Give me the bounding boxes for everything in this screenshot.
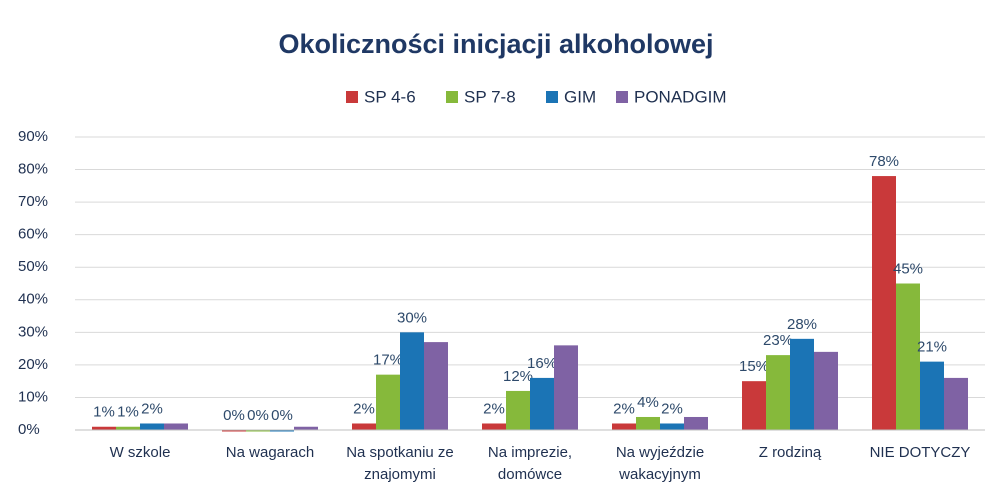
bar — [222, 430, 246, 432]
data-label: 45% — [893, 260, 923, 277]
bar — [294, 426, 318, 430]
y-tick-label: 30% — [18, 323, 48, 340]
data-label: 16% — [527, 355, 557, 372]
x-tick-label: W szkole — [109, 444, 171, 461]
bar — [246, 430, 270, 432]
data-label: 1% — [117, 404, 139, 421]
bar — [164, 423, 188, 430]
data-label: 17% — [373, 352, 403, 369]
legend-label: GIM — [564, 87, 596, 106]
x-tick-label: Na spotkaniu ze znajomymi — [346, 444, 454, 483]
data-label: 0% — [223, 407, 245, 424]
data-label: 30% — [397, 309, 427, 326]
bar — [352, 423, 376, 430]
data-label: 23% — [763, 332, 793, 349]
bar — [920, 361, 944, 430]
bar — [660, 423, 684, 430]
data-label: 2% — [483, 400, 505, 417]
x-tick-label: Na wyjeździe wakacyjnym — [615, 444, 705, 483]
y-tick-label: 0% — [18, 421, 40, 438]
y-tick-label: 10% — [18, 388, 48, 405]
bar — [424, 342, 448, 430]
bar — [790, 338, 814, 430]
bar — [742, 381, 766, 430]
chart-title: Okoliczności inicjacji alkoholowej — [278, 29, 713, 59]
bar — [506, 390, 530, 430]
data-label: 2% — [141, 400, 163, 417]
bar — [482, 423, 506, 430]
bar — [684, 416, 708, 430]
bar — [766, 355, 790, 430]
data-label: 2% — [613, 400, 635, 417]
legend-label: PONADGIM — [634, 87, 727, 106]
x-tick-label: Na imprezie, domówce — [487, 444, 573, 483]
x-tick-label: NIE DOTYCZY — [869, 444, 971, 461]
y-tick-label: 70% — [18, 193, 48, 210]
y-tick-label: 90% — [18, 128, 48, 145]
data-label: 21% — [917, 339, 947, 356]
legend-swatch — [546, 91, 558, 103]
bar — [636, 416, 660, 430]
bar — [814, 351, 838, 430]
bar — [270, 430, 294, 432]
data-label: 2% — [661, 400, 683, 417]
bar — [530, 377, 554, 430]
legend-label: SP 4-6 — [364, 87, 416, 106]
legend-swatch — [446, 91, 458, 103]
data-label: 0% — [271, 407, 293, 424]
data-label: 4% — [637, 394, 659, 411]
bar — [944, 377, 968, 430]
y-tick-label: 60% — [18, 226, 48, 243]
y-tick-label: 20% — [18, 356, 48, 373]
x-tick-label: Z rodziną — [758, 444, 822, 461]
bar — [400, 332, 424, 430]
bar — [612, 423, 636, 430]
data-label: 2% — [353, 400, 375, 417]
bar — [92, 426, 116, 430]
legend-swatch — [616, 91, 628, 103]
bar — [872, 176, 896, 430]
data-label: 0% — [247, 407, 269, 424]
y-tick-label: 80% — [18, 161, 48, 178]
data-label: 28% — [787, 316, 817, 333]
data-label: 1% — [93, 404, 115, 421]
data-label: 15% — [739, 358, 769, 375]
bar — [896, 283, 920, 430]
legend-swatch — [346, 91, 358, 103]
y-tick-label: 40% — [18, 291, 48, 308]
legend-label: SP 7-8 — [464, 87, 516, 106]
bar — [376, 374, 400, 430]
bar — [554, 345, 578, 430]
y-tick-label: 50% — [18, 258, 48, 275]
data-label: 78% — [869, 153, 899, 170]
data-label: 12% — [503, 368, 533, 385]
bar — [116, 426, 140, 430]
bar — [140, 423, 164, 430]
x-tick-label: Na wagarach — [225, 444, 315, 461]
